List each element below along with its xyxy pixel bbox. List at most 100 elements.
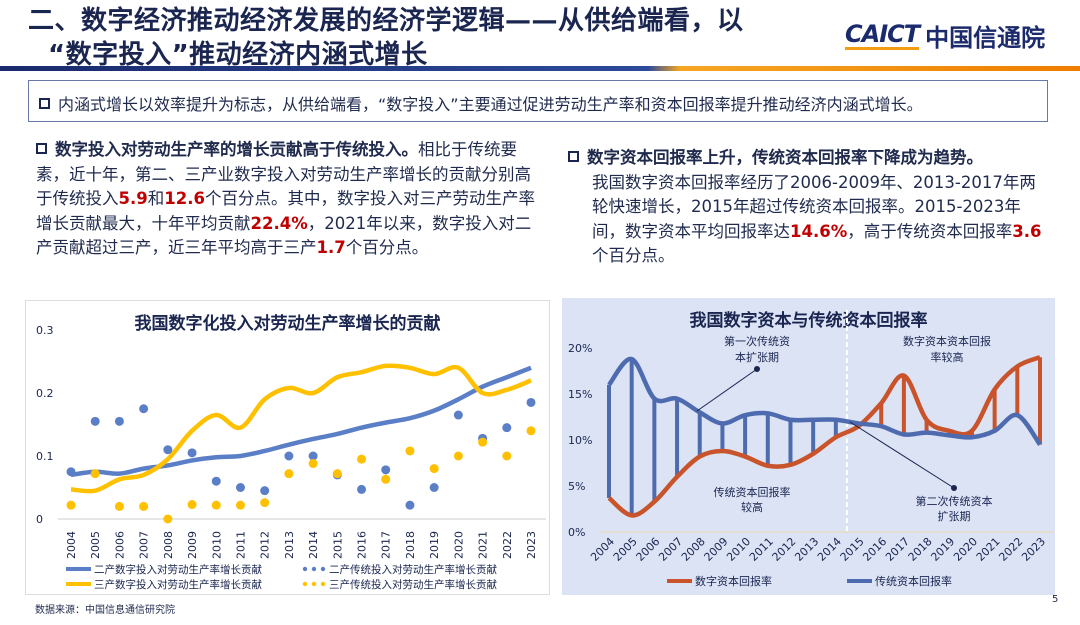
- data-point: [526, 397, 536, 407]
- x-tick-label: 2015: [838, 535, 867, 564]
- legend-label: 三产数字投入对劳动生产率增长贡献: [94, 578, 262, 591]
- data-point: [308, 459, 318, 469]
- logo-cn: 中国信通院: [925, 24, 1046, 52]
- x-tick-label: 2022: [501, 531, 514, 559]
- data-point: [284, 451, 294, 461]
- data-point: [235, 483, 245, 492]
- x-tick-label: 2004: [588, 535, 617, 564]
- highlight: 1.7: [316, 238, 346, 257]
- x-tick-label: 2011: [747, 535, 776, 564]
- annotation-label: 率较高: [931, 350, 964, 364]
- legend-swatch: [311, 581, 317, 587]
- x-tick-label: 2022: [996, 535, 1025, 564]
- legend-swatch: [320, 566, 326, 572]
- data-point: [187, 448, 197, 458]
- y-tick-label: 5%: [568, 480, 585, 493]
- data-point: [381, 474, 391, 484]
- x-tick-label: 2015: [331, 531, 344, 559]
- x-tick-label: 2014: [307, 531, 320, 559]
- data-point: [163, 514, 173, 524]
- data-point: [235, 500, 245, 510]
- data-point: [114, 416, 124, 426]
- x-tick-label: 2013: [792, 535, 821, 564]
- x-tick-label: 2023: [525, 531, 538, 559]
- data-point: [163, 445, 173, 455]
- x-tick-label: 2012: [770, 535, 799, 564]
- annotation-label: 数字资本资本回报: [903, 334, 991, 348]
- annotation-label: 较高: [741, 500, 763, 514]
- logo-en: CAICT: [845, 20, 920, 50]
- data-point: [478, 437, 488, 447]
- annotation-label: 传统资本回报率: [714, 485, 791, 499]
- data-point: [260, 486, 270, 496]
- data-point: [308, 451, 318, 461]
- text: 个百分点。: [592, 246, 675, 265]
- x-tick-label: 2009: [186, 531, 199, 559]
- legend-label: 传统资本回报率: [875, 574, 952, 588]
- y-tick-label: 0.1: [36, 450, 54, 463]
- data-point: [187, 500, 197, 510]
- bullet-icon: [39, 98, 50, 109]
- x-tick-label: 2020: [951, 535, 980, 564]
- x-tick-label: 2018: [906, 535, 935, 564]
- data-point: [211, 476, 221, 486]
- chart-title: 我国数字化投入对劳动生产率增长的贡献: [134, 314, 441, 334]
- bullet-icon: [36, 143, 47, 154]
- text: 个百分点。其中，数字投入对三产劳动生产率增长贡献最大，十年平均贡献: [36, 189, 535, 233]
- x-tick-label: 2016: [356, 531, 369, 559]
- header-divider: [0, 66, 1080, 71]
- data-point: [66, 500, 76, 510]
- annotation-pointer: [696, 368, 758, 412]
- highlight: 5.9: [118, 189, 148, 208]
- x-tick-label: 2012: [259, 531, 272, 559]
- x-tick-label: 2007: [656, 535, 685, 564]
- x-tick-label: 2017: [883, 535, 912, 564]
- data-point: [405, 500, 415, 510]
- legend-label: 数字资本回报率: [695, 574, 772, 588]
- annotation-label: 第二次传统资本: [916, 494, 993, 508]
- data-point: [405, 446, 415, 456]
- x-tick-label: 2009: [702, 535, 731, 564]
- right-heading: 数字资本回报率上升，传统资本回报率下降成为趋势。: [587, 148, 983, 167]
- x-tick-label: 2006: [113, 531, 126, 559]
- data-point: [90, 469, 100, 479]
- x-tick-label: 2016: [860, 535, 889, 564]
- x-tick-label: 2006: [633, 535, 662, 564]
- chart-title: 我国数字资本与传统资本回报率: [689, 311, 928, 331]
- data-point: [429, 464, 439, 474]
- annotation-label: 本扩张期: [735, 350, 779, 364]
- y-tick-label: 0%: [568, 526, 585, 539]
- y-tick-label: 15%: [568, 388, 592, 401]
- annotation-dot: [754, 366, 760, 372]
- highlight: 22.4%: [250, 213, 308, 233]
- x-tick-label: 2008: [679, 535, 708, 564]
- chart-plot: 0%5%10%15%20%200420052006200720082009201…: [568, 310, 1054, 588]
- data-point: [429, 483, 439, 492]
- x-tick-label: 2010: [210, 531, 223, 559]
- annotation-label: 第一次传统资: [724, 334, 790, 348]
- legend-label: 三产传统投入对劳动生产率增长贡献: [329, 578, 497, 591]
- x-tick-label: 2020: [452, 531, 465, 559]
- x-tick-label: 2004: [65, 531, 78, 559]
- chart-plot: 0 0.1 0.2 0.3 2004 2005 2006 2007 2008 2009 2010 20…: [36, 324, 546, 591]
- highlight: 12.6: [164, 189, 205, 208]
- legend-label: 二产传统投入对劳动生产率增长贡献: [329, 563, 497, 576]
- x-tick-label: 2005: [89, 531, 102, 559]
- text: ，2021年以来，数字投入对二产贡献超过三产，近三年平均高于三产: [36, 213, 532, 258]
- x-tick-label: 2019: [428, 531, 441, 559]
- x-tick-label: 2010: [724, 535, 753, 564]
- series-line: [70, 363, 532, 494]
- text: 我国数字资本回报率经历了2006-2009年、2013-2017年两轮快速增长，…: [592, 172, 1036, 241]
- data-point: [139, 404, 149, 414]
- x-tick-label: 2019: [928, 535, 957, 564]
- capital-return-chart: 我国数字资本与传统资本回报率 0% 5% 10% 15% 20% 2004 2005 2006…: [562, 298, 1055, 595]
- data-source: 数据来源：中国信息通信研究院: [35, 605, 175, 616]
- data-point: [453, 451, 463, 461]
- data-point: [453, 410, 463, 420]
- summary-text: 内涵式增长以效率提升为标志，从供给端看，“数字投入”主要通过促进劳动生产率和资本…: [58, 95, 923, 114]
- page-title: 二、数字经济推动经济发展的经济学逻辑——从供给端看，以 “数字投入”推动经济内涵式…: [28, 4, 744, 72]
- highlight: 3.6: [1012, 221, 1042, 241]
- y-tick-label: 0: [36, 513, 43, 526]
- x-tick-label: 2011: [234, 531, 247, 559]
- y-tick-label: 10%: [568, 434, 592, 447]
